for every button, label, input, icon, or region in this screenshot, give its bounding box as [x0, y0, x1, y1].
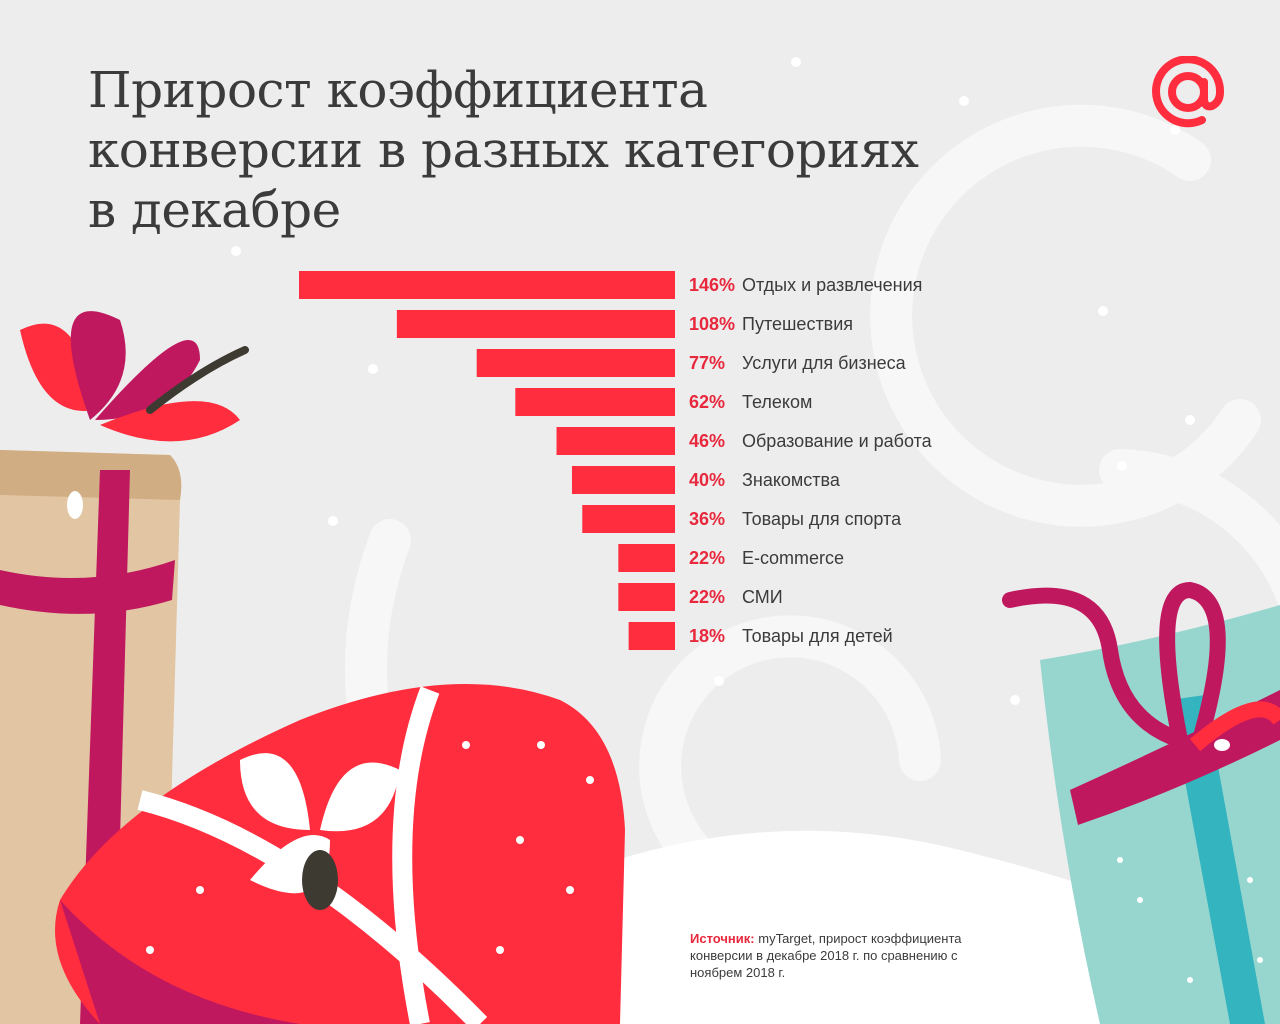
- bar-category-label: Телеком: [742, 392, 812, 412]
- bar-1: [396, 310, 675, 338]
- decor-arc-top: [870, 104, 1261, 527]
- source-note: Источник: myTarget, прирост коэффициента…: [690, 930, 990, 981]
- title-line: конверсии в разных категориях: [88, 121, 919, 179]
- red-gift-illustration: [55, 684, 625, 1024]
- teal-gift-illustration: [1002, 581, 1280, 1024]
- bar-value-label: 22%: [689, 587, 725, 607]
- bar-value-label: 146%: [689, 275, 735, 295]
- title-line: Прирост коэффициента: [88, 61, 708, 119]
- page-title: Прирост коэффициента конверсии в разных …: [88, 60, 919, 240]
- source-label: Источник:: [690, 931, 755, 946]
- bar-value-label: 18%: [689, 626, 725, 646]
- bar-2: [476, 349, 675, 377]
- bar-category-label: E-commerce: [742, 548, 844, 568]
- title-line: в декабре: [88, 181, 341, 239]
- bar-0: [299, 271, 675, 299]
- bar-9: [628, 622, 675, 650]
- bar-category-label: СМИ: [742, 587, 783, 607]
- bar-category-label: Услуги для бизнеса: [742, 353, 907, 373]
- bar-8: [618, 583, 675, 611]
- bar-4: [556, 427, 675, 455]
- bar-6: [582, 505, 675, 533]
- bar-value-label: 62%: [689, 392, 725, 412]
- bar-value-label: 22%: [689, 548, 725, 568]
- bar-value-label: 36%: [689, 509, 725, 529]
- bar-3: [515, 388, 675, 416]
- bar-value-label: 40%: [689, 470, 725, 490]
- bar-category-label: Товары для детей: [742, 626, 893, 646]
- bar-category-label: Отдых и развлечения: [742, 275, 922, 295]
- bar-category-label: Товары для спорта: [742, 509, 902, 529]
- snow-hill: [560, 830, 1120, 1024]
- at-sign-icon: [1152, 56, 1224, 128]
- source-text: myTarget, прирост коэффициента конверсии…: [690, 931, 962, 980]
- bar-category-label: Образование и работа: [742, 431, 933, 451]
- bar-value-label: 77%: [689, 353, 725, 373]
- bar-category-label: Знакомства: [742, 470, 841, 490]
- bar-value-label: 108%: [689, 314, 735, 334]
- bar-5: [571, 466, 675, 494]
- bar-category-label: Путешествия: [742, 314, 853, 334]
- decor-loop: [639, 615, 941, 881]
- bar-7: [618, 544, 675, 572]
- bar-value-label: 46%: [689, 431, 725, 451]
